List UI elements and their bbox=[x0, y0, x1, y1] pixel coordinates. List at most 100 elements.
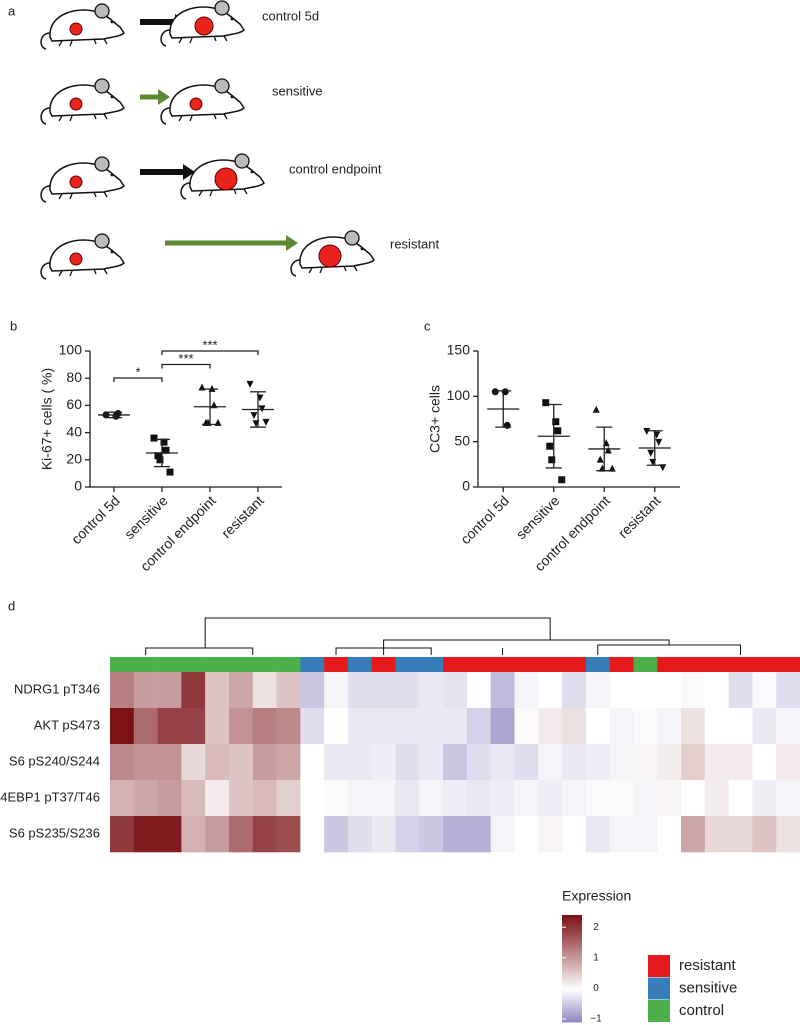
row-label: 4EBP1 pT37/T46 bbox=[0, 789, 100, 804]
tumor bbox=[194, 16, 214, 36]
heatmap-cell bbox=[585, 816, 610, 853]
data-point bbox=[659, 464, 667, 472]
heatmap-cell bbox=[657, 780, 682, 817]
heatmap-cell bbox=[157, 816, 182, 853]
x-tick-label: control 5d bbox=[68, 492, 123, 547]
significance-label: * bbox=[135, 364, 140, 379]
heatmap-cell bbox=[562, 780, 587, 817]
legend-label: resistant bbox=[679, 957, 737, 974]
group-cell bbox=[371, 657, 396, 672]
diagram-label: control 5d bbox=[262, 8, 319, 23]
heatmap-cell bbox=[347, 744, 373, 781]
heatmap-cell bbox=[490, 780, 515, 817]
heatmap-cell bbox=[252, 744, 277, 781]
data-point bbox=[554, 427, 562, 435]
arrow-head bbox=[183, 164, 195, 180]
heatmap-cell bbox=[395, 780, 420, 817]
heatmap-cell bbox=[752, 744, 777, 781]
heatmap-cell bbox=[490, 744, 515, 781]
mouse-legs bbox=[198, 188, 248, 197]
mouse-ear bbox=[94, 3, 110, 19]
group-cell bbox=[347, 657, 373, 672]
colorbar-step bbox=[562, 929, 582, 933]
heatmap-cell bbox=[300, 816, 325, 853]
tumor bbox=[214, 167, 238, 191]
significance-bracket bbox=[113, 377, 163, 382]
heatmap-cell bbox=[657, 672, 682, 709]
heatmap-cell bbox=[157, 672, 182, 709]
heatmap-cell bbox=[704, 816, 729, 853]
heatmap-cell bbox=[347, 816, 373, 853]
heatmap-cell bbox=[371, 672, 396, 709]
y-axis-label: CC3+ cells bbox=[427, 385, 443, 453]
group-cell bbox=[585, 657, 610, 672]
heatmap-cell bbox=[395, 672, 420, 709]
group-cell bbox=[490, 657, 515, 672]
heatmap-cell bbox=[181, 816, 206, 853]
group-cell bbox=[395, 657, 420, 672]
x-tick-label: sensitive bbox=[513, 492, 563, 542]
colorbar-step bbox=[562, 972, 582, 976]
heatmap-cell bbox=[276, 708, 301, 745]
colorbar-tick-label: 1 bbox=[593, 952, 599, 963]
heatmap-cell bbox=[704, 672, 729, 709]
data-point bbox=[558, 476, 566, 484]
mouse-eye bbox=[360, 247, 364, 251]
heatmap-cell bbox=[562, 708, 587, 745]
heatmap-cell bbox=[657, 816, 682, 853]
colorbar-step bbox=[562, 1000, 582, 1004]
mouse-body bbox=[49, 84, 125, 117]
heatmap-cell bbox=[728, 708, 753, 745]
heatmap-cell bbox=[324, 816, 349, 853]
colorbar-step bbox=[562, 996, 582, 999]
colorbar-tick-label: 2 bbox=[593, 922, 599, 933]
heatmap-cell bbox=[681, 780, 706, 817]
group-cell bbox=[752, 657, 777, 672]
heatmap-cell bbox=[252, 780, 277, 817]
y-tick-label: 60 bbox=[66, 396, 82, 412]
colorbar-step bbox=[562, 998, 582, 1002]
mouse bbox=[160, 0, 245, 47]
group-cell bbox=[609, 657, 634, 672]
colorbar-step bbox=[562, 1015, 582, 1019]
mouse-ear bbox=[214, 78, 230, 94]
heatmap-cell bbox=[133, 708, 158, 745]
heatmap-cell bbox=[466, 672, 491, 709]
colorbar-step bbox=[562, 936, 582, 940]
colorbar-step bbox=[562, 938, 582, 942]
y-tick-label: 50 bbox=[454, 432, 470, 448]
data-point bbox=[250, 412, 258, 420]
heatmap-cell bbox=[657, 744, 682, 781]
mouse-legs bbox=[58, 113, 108, 122]
mouse-body bbox=[49, 162, 125, 195]
colorbar-step bbox=[562, 940, 582, 944]
heatmap-cell bbox=[252, 816, 277, 853]
heatmap-cell bbox=[728, 744, 753, 781]
y-axis-label: Ki-67+ cells ( %) bbox=[39, 368, 55, 470]
heatmap-cell bbox=[276, 816, 301, 853]
heatmap-cell bbox=[419, 708, 444, 745]
heatmap-cell bbox=[110, 708, 135, 745]
heatmap-cell bbox=[419, 816, 444, 853]
heatmap-cell bbox=[681, 744, 706, 781]
significance-bracket bbox=[161, 363, 211, 369]
colorbar-step bbox=[562, 955, 582, 959]
heatmap-cell bbox=[419, 744, 444, 781]
data-point bbox=[150, 434, 158, 442]
y-tick-label: 20 bbox=[66, 451, 82, 467]
mouse-ear bbox=[94, 156, 110, 172]
heatmap-cell bbox=[395, 744, 420, 781]
heatmap-cell bbox=[324, 780, 349, 817]
group-cell bbox=[228, 657, 254, 672]
colorbar-step bbox=[562, 949, 582, 952]
heatmap-cell bbox=[538, 816, 563, 853]
mouse-ear bbox=[344, 230, 360, 246]
panel-label: a bbox=[8, 3, 16, 18]
heatmap-cell bbox=[704, 744, 729, 781]
colorbar-step bbox=[562, 917, 582, 920]
heatmap-cell bbox=[324, 672, 349, 709]
legend-swatch bbox=[648, 977, 670, 1000]
data-point bbox=[596, 455, 604, 463]
heatmap-cell bbox=[633, 744, 658, 781]
